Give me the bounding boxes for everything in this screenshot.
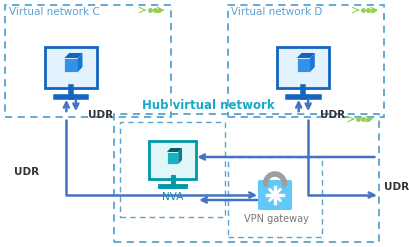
FancyBboxPatch shape — [257, 180, 291, 210]
Polygon shape — [296, 53, 314, 58]
FancyBboxPatch shape — [149, 142, 196, 179]
Text: UDR: UDR — [320, 110, 345, 121]
Polygon shape — [178, 148, 182, 164]
Polygon shape — [309, 53, 314, 72]
Text: Virtual network D: Virtual network D — [231, 7, 322, 17]
Text: UDR: UDR — [383, 182, 408, 192]
Text: UDR: UDR — [88, 110, 113, 121]
FancyBboxPatch shape — [296, 58, 309, 72]
FancyBboxPatch shape — [166, 152, 178, 164]
FancyBboxPatch shape — [64, 58, 78, 72]
Text: UDR: UDR — [14, 167, 39, 177]
Text: VPN gateway: VPN gateway — [244, 214, 308, 224]
Polygon shape — [78, 53, 82, 72]
Text: Hub virtual network: Hub virtual network — [142, 99, 274, 112]
FancyBboxPatch shape — [276, 47, 329, 88]
Polygon shape — [166, 148, 182, 152]
Text: Virtual network C: Virtual network C — [9, 7, 99, 17]
FancyBboxPatch shape — [45, 47, 97, 88]
Text: NVA: NVA — [162, 192, 183, 202]
Polygon shape — [64, 53, 82, 58]
